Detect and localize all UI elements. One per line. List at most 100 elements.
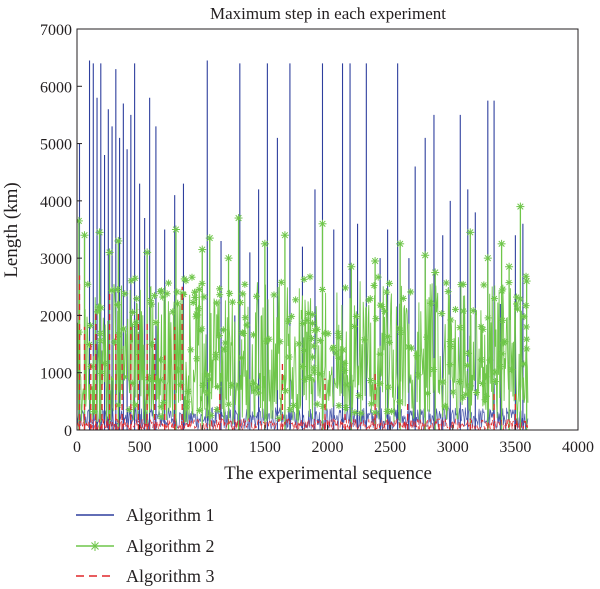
asterisk-marker: [187, 346, 195, 354]
asterisk-marker: [513, 305, 521, 313]
asterisk-marker: [205, 234, 214, 243]
asterisk-marker: [441, 402, 449, 410]
asterisk-marker: [383, 288, 391, 296]
legend: Algorithm 1 Algorithm 2 Algorithm 3: [76, 505, 215, 586]
asterisk-marker: [516, 295, 524, 303]
asterisk-marker: [522, 277, 531, 286]
asterisk-marker: [496, 363, 504, 371]
asterisk-marker: [298, 363, 306, 371]
asterisk-marker: [396, 239, 405, 248]
asterisk-marker: [101, 360, 109, 368]
asterisk-marker: [339, 346, 347, 354]
asterisk-marker: [105, 248, 114, 257]
asterisk-marker: [241, 314, 249, 322]
asterisk-marker: [184, 387, 192, 395]
asterisk-marker: [486, 356, 494, 364]
asterisk-marker: [318, 219, 327, 228]
asterisk-marker: [145, 373, 153, 381]
asterisk-marker: [131, 274, 139, 282]
asterisk-marker: [173, 300, 181, 308]
asterisk-marker: [95, 228, 104, 237]
x-tick-label: 2000: [312, 439, 344, 456]
asterisk-marker: [127, 277, 135, 285]
asterisk-marker: [147, 297, 155, 305]
asterisk-marker: [215, 332, 223, 340]
asterisk-marker: [306, 273, 314, 281]
asterisk-marker: [236, 299, 244, 307]
asterisk-marker: [447, 343, 455, 351]
asterisk-marker: [313, 400, 321, 408]
asterisk-marker: [136, 351, 144, 359]
asterisk-marker: [447, 316, 455, 324]
asterisk-marker: [413, 352, 421, 360]
asterisk-marker: [378, 303, 386, 311]
x-tick-label: 1000: [186, 439, 218, 456]
asterisk-marker: [399, 294, 407, 302]
series-trace: [77, 417, 529, 430]
asterisk-marker: [491, 378, 499, 386]
asterisk-marker: [243, 321, 251, 329]
asterisk-marker: [376, 350, 384, 358]
asterisk-marker: [188, 273, 196, 281]
asterisk-marker: [212, 354, 220, 362]
asterisk-marker: [195, 305, 203, 313]
asterisk-marker: [198, 279, 206, 287]
asterisk-marker: [86, 322, 94, 330]
asterisk-marker: [120, 325, 128, 333]
asterisk-marker: [370, 282, 378, 290]
asterisk-marker: [512, 300, 520, 308]
asterisk-marker: [360, 336, 368, 344]
asterisk-marker: [318, 286, 326, 294]
asterisk-marker: [195, 285, 203, 293]
asterisk-marker: [357, 409, 365, 417]
asterisk-marker: [321, 329, 329, 337]
asterisk-marker: [446, 338, 454, 346]
asterisk-marker: [451, 305, 459, 313]
asterisk-marker: [110, 338, 118, 346]
asterisk-marker: [114, 301, 122, 309]
y-tick-label: 1000: [40, 366, 72, 383]
asterisk-marker: [407, 288, 415, 296]
asterisk-marker: [90, 541, 100, 551]
asterisk-marker: [216, 285, 224, 293]
asterisk-marker: [335, 402, 343, 410]
asterisk-marker: [239, 290, 247, 298]
asterisk-marker: [522, 323, 530, 331]
asterisk-marker: [169, 308, 177, 316]
asterisk-marker: [396, 398, 404, 406]
asterisk-marker: [238, 329, 246, 337]
asterisk-marker: [374, 273, 382, 281]
asterisk-marker: [193, 355, 201, 363]
x-axis: 0 500 1000 1500 2000 2500 3000 3500 4000: [73, 425, 594, 456]
asterisk-marker: [355, 392, 363, 400]
x-tick-label: 3500: [499, 439, 531, 456]
asterisk-marker: [444, 288, 452, 296]
asterisk-marker: [96, 337, 104, 345]
asterisk-marker: [94, 303, 102, 311]
asterisk-marker: [80, 231, 89, 240]
x-tick-label: 4000: [562, 439, 594, 456]
legend-asterisk-marker: [90, 541, 100, 551]
asterisk-marker: [306, 374, 314, 382]
asterisk-marker: [431, 268, 440, 277]
asterisk-marker: [388, 407, 396, 415]
asterisk-marker: [449, 388, 457, 396]
y-tick-label: 7000: [40, 22, 72, 39]
asterisk-marker: [77, 331, 82, 339]
y-tick-label: 4000: [40, 194, 72, 211]
asterisk-marker: [483, 254, 492, 263]
asterisk-marker: [173, 288, 181, 296]
series-algorithm-2: [77, 202, 531, 430]
asterisk-marker: [204, 389, 212, 397]
asterisk-marker: [351, 409, 359, 417]
asterisk-marker: [219, 326, 227, 334]
series-algorithm-1: [77, 60, 529, 430]
asterisk-marker: [152, 318, 160, 326]
x-tick-label: 3000: [437, 439, 469, 456]
asterisk-marker: [310, 368, 318, 376]
asterisk-marker: [308, 311, 316, 319]
asterisk-marker: [335, 354, 343, 362]
asterisk-marker: [329, 345, 337, 353]
asterisk-marker: [121, 290, 129, 298]
